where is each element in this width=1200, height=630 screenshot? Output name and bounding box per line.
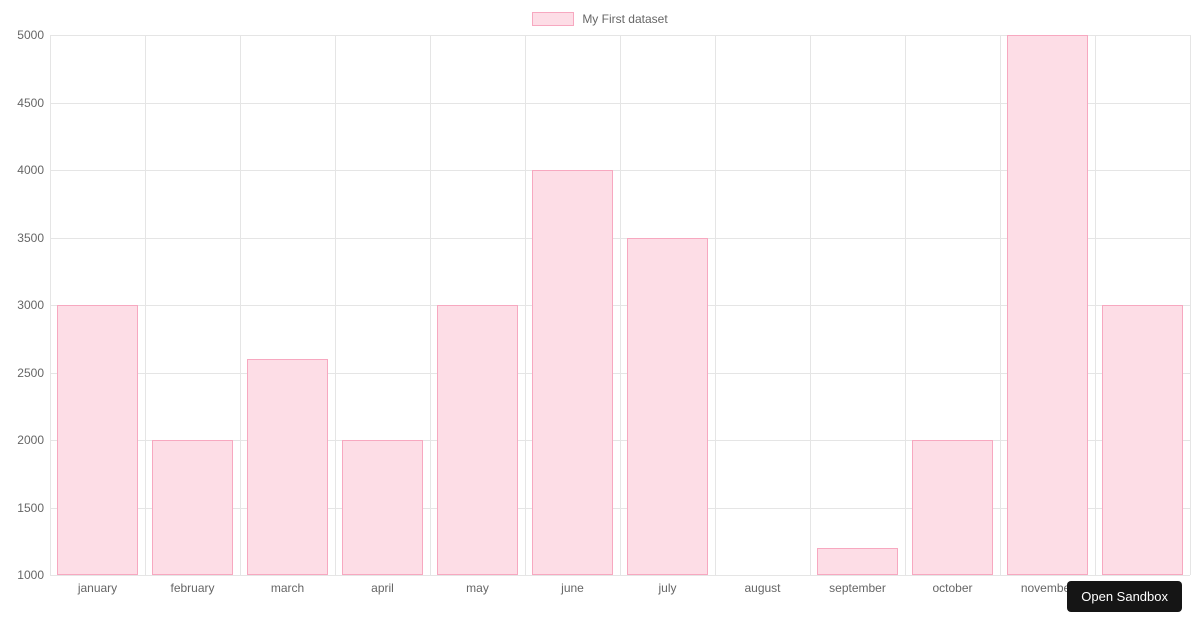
gridline-horizontal xyxy=(50,575,1190,576)
gridline-vertical xyxy=(715,35,716,575)
chart-plot-area: 100015002000250030003500400045005000janu… xyxy=(50,35,1190,575)
gridline-vertical xyxy=(430,35,431,575)
bar[interactable] xyxy=(342,440,424,575)
y-tick-label: 1000 xyxy=(4,568,50,582)
gridline-vertical xyxy=(1095,35,1096,575)
y-tick-label: 1500 xyxy=(4,501,50,515)
bar[interactable] xyxy=(1102,305,1184,575)
x-tick-label: may xyxy=(466,575,489,595)
gridline-vertical xyxy=(620,35,621,575)
gridline-vertical xyxy=(1000,35,1001,575)
chart-container: My First dataset 10001500200025003000350… xyxy=(10,5,1190,605)
gridline-vertical xyxy=(240,35,241,575)
gridline-vertical xyxy=(810,35,811,575)
legend-swatch xyxy=(532,12,574,26)
gridline-vertical xyxy=(905,35,906,575)
x-tick-label: june xyxy=(561,575,584,595)
open-sandbox-button[interactable]: Open Sandbox xyxy=(1067,581,1182,612)
gridline-vertical xyxy=(1190,35,1191,575)
y-tick-label: 4000 xyxy=(4,163,50,177)
y-tick-label: 2500 xyxy=(4,366,50,380)
bar[interactable] xyxy=(247,359,329,575)
x-tick-label: october xyxy=(932,575,972,595)
bar[interactable] xyxy=(627,238,709,576)
gridline-vertical xyxy=(50,35,51,575)
chart-legend[interactable]: My First dataset xyxy=(10,5,1190,33)
bar[interactable] xyxy=(912,440,994,575)
x-tick-label: july xyxy=(658,575,676,595)
y-tick-label: 4500 xyxy=(4,96,50,110)
x-tick-label: february xyxy=(170,575,214,595)
bar[interactable] xyxy=(152,440,234,575)
gridline-vertical xyxy=(525,35,526,575)
gridline-vertical xyxy=(335,35,336,575)
x-tick-label: september xyxy=(829,575,886,595)
x-tick-label: march xyxy=(271,575,304,595)
y-tick-label: 5000 xyxy=(4,28,50,42)
x-tick-label: august xyxy=(744,575,780,595)
open-sandbox-label: Open Sandbox xyxy=(1081,589,1168,604)
bar[interactable] xyxy=(57,305,139,575)
x-tick-label: november xyxy=(1021,575,1074,595)
y-tick-label: 3500 xyxy=(4,231,50,245)
bar[interactable] xyxy=(532,170,614,575)
y-tick-label: 2000 xyxy=(4,433,50,447)
bar[interactable] xyxy=(437,305,519,575)
bar[interactable] xyxy=(1007,35,1089,575)
bar[interactable] xyxy=(817,548,899,575)
legend-label: My First dataset xyxy=(582,12,667,26)
x-tick-label: january xyxy=(78,575,117,595)
y-tick-label: 3000 xyxy=(4,298,50,312)
gridline-vertical xyxy=(145,35,146,575)
x-tick-label: april xyxy=(371,575,394,595)
